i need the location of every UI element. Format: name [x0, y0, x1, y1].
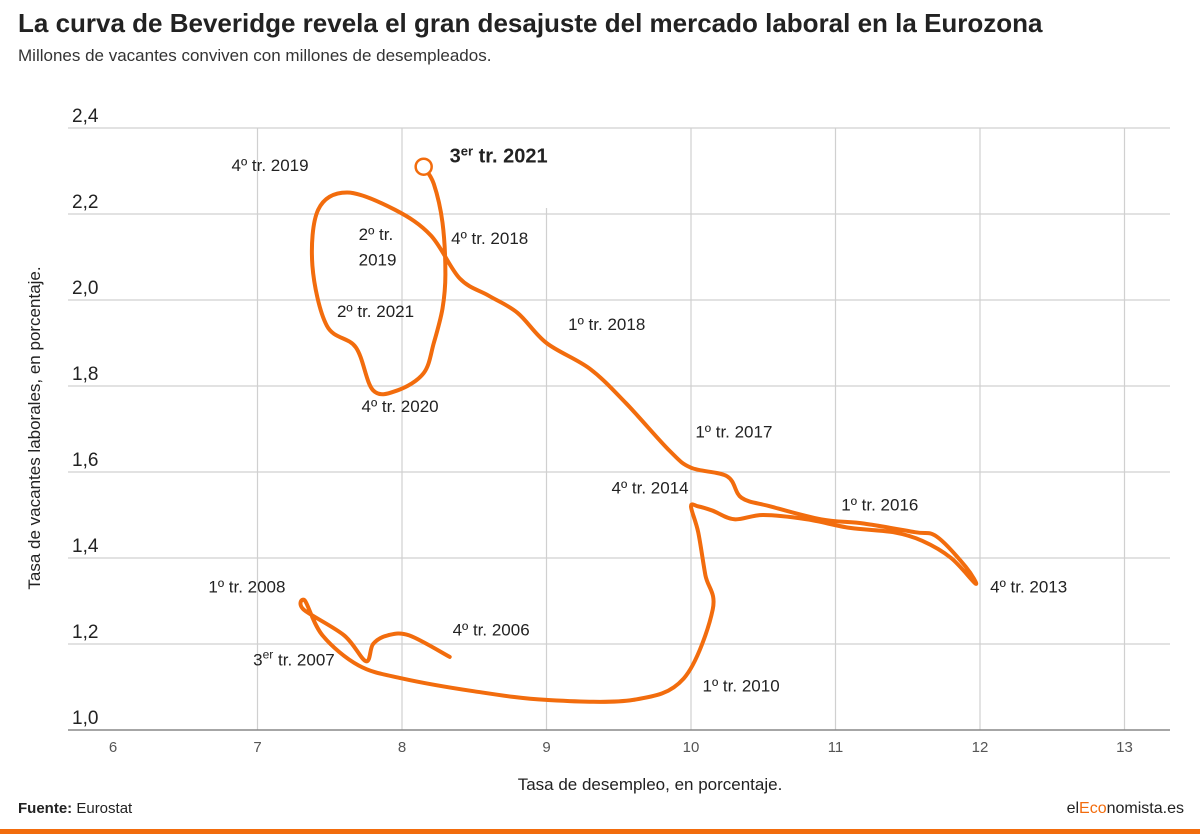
- x-tick-label: 6: [109, 739, 117, 756]
- x-tick-label: 10: [683, 739, 700, 756]
- y-tick-label: 2,0: [72, 278, 98, 299]
- brand-logo[interactable]: elEconomista.es: [1067, 800, 1184, 818]
- brand-accent: Eco: [1079, 800, 1107, 817]
- chart-title: La curva de Beveridge revela el gran des…: [18, 8, 1043, 38]
- series-line: [298, 164, 979, 704]
- series-layer: [298, 157, 979, 704]
- brand-suffix: nomista.es: [1106, 800, 1184, 817]
- grid-lines: [68, 127, 1170, 730]
- y-tick-label: 1,0: [72, 708, 98, 729]
- x-tick-label: 8: [398, 739, 406, 756]
- annotation-label: 4º tr. 2018: [451, 229, 528, 248]
- bottom-accent-bar: [0, 829, 1200, 834]
- y-tick-label: 2,4: [72, 106, 99, 127]
- annotations-layer: 3er tr. 2021 4º tr. 2019 2º tr. 2019 4º tr. …: [208, 143, 1067, 695]
- annotation-label: 4º tr. 2013: [990, 577, 1067, 596]
- annotation-label: 4º tr. 2020: [362, 397, 439, 416]
- brand-prefix: el: [1066, 800, 1080, 817]
- source-note: Fuente: Eurostat: [18, 800, 132, 817]
- x-tick-label: 9: [542, 739, 550, 756]
- x-tick-label: 7: [253, 739, 261, 756]
- annotation-label: 1º tr. 2008: [208, 577, 285, 596]
- y-tick-label: 1,6: [72, 450, 98, 471]
- y-tick-label: 1,2: [72, 622, 98, 643]
- annotation-label: 1º tr. 2017: [695, 423, 772, 442]
- y-tick-label: 1,4: [72, 536, 99, 557]
- annotation-label: 2019: [359, 251, 397, 270]
- annotation-label: 4º tr. 2006: [453, 620, 530, 639]
- x-axis-title: Tasa de desempleo, en porcentaje.: [518, 775, 783, 794]
- source-value: Eurostat: [76, 800, 133, 817]
- y-tick-label: 2,2: [72, 192, 98, 213]
- x-tick-label: 11: [828, 739, 844, 756]
- annotation-label: 2º tr.: [359, 225, 394, 244]
- axes: 1,0 1,2 1,4 1,6 1,8 2,0 2,2 2,4 6 7 8 9 10 11 12 13: [68, 106, 1170, 756]
- y-axis-title: Tasa de vacantes laborales, en porcentaj…: [25, 266, 44, 589]
- annotation-label: 4º tr. 2019: [231, 156, 308, 175]
- annotation-label: 3er tr. 2021: [450, 143, 548, 167]
- annotation-label: 1º tr. 2018: [568, 315, 645, 334]
- end-point-marker: [414, 157, 433, 176]
- source-label: Fuente:: [18, 800, 73, 817]
- y-tick-label: 1,8: [72, 364, 98, 385]
- annotation-label: 1º tr. 2016: [841, 496, 918, 515]
- x-tick-label: 12: [972, 739, 989, 756]
- annotation-label: 1º tr. 2010: [703, 676, 780, 695]
- annotation-label: 3er tr. 2007: [253, 648, 335, 670]
- annotation-label: 2º tr. 2021: [337, 302, 414, 321]
- x-tick-label: 13: [1116, 739, 1133, 756]
- annotation-label: 4º tr. 2014: [612, 479, 689, 498]
- chart-subtitle: Millones de vacantes conviven con millon…: [18, 46, 492, 65]
